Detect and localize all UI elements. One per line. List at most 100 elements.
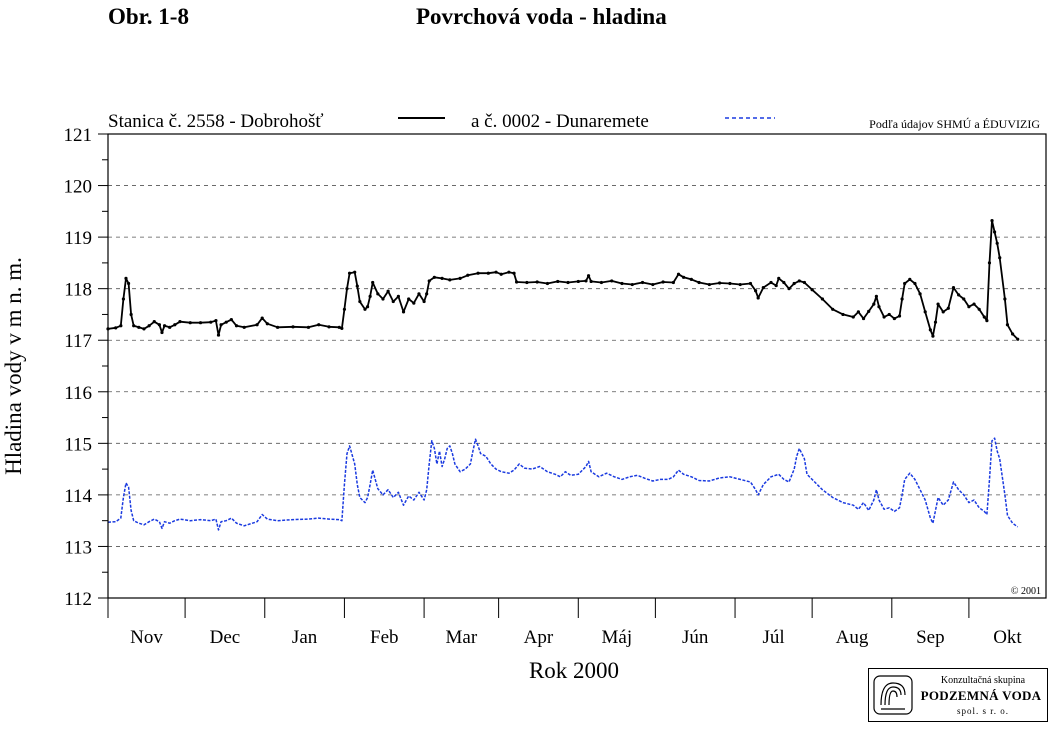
data-point-dobrohost — [386, 289, 390, 293]
data-point-dobrohost — [1010, 332, 1015, 336]
data-point-dobrohost — [381, 297, 385, 301]
data-point-dobrohost — [990, 219, 994, 223]
data-point-dobrohost — [918, 292, 922, 296]
y-tick-label: 120 — [64, 177, 93, 198]
data-point-dobrohost — [147, 324, 151, 328]
data-point-dobrohost — [995, 241, 999, 245]
data-point-dobrohost — [224, 320, 228, 324]
figure-label: Obr. 1-8 — [108, 4, 189, 29]
data-point-dobrohost — [630, 282, 634, 287]
data-point-dobrohost — [856, 310, 861, 314]
data-point-dobrohost — [820, 297, 825, 301]
data-point-dobrohost — [119, 324, 123, 328]
figure-title: Povrchová voda - hladina — [416, 4, 667, 29]
x-tick-label: Mar — [446, 627, 478, 648]
data-point-dobrohost — [422, 299, 426, 304]
data-point-dobrohost — [576, 279, 580, 284]
data-point-dobrohost — [908, 277, 912, 281]
data-point-dobrohost — [162, 324, 167, 328]
data-point-dobrohost — [756, 296, 760, 300]
data-point-dobrohost — [851, 315, 855, 319]
x-tick-label: Jan — [292, 627, 318, 648]
x-tick-label: Nov — [130, 627, 163, 648]
data-point-dobrohost — [589, 279, 593, 284]
data-point-dobrohost — [173, 323, 177, 327]
data-point-dobrohost — [903, 281, 907, 286]
data-point-dobrohost — [671, 280, 675, 285]
data-point-dobrohost — [1016, 337, 1020, 341]
data-point-dobrohost — [841, 312, 845, 317]
data-point-dobrohost — [124, 276, 128, 280]
data-point-dobrohost — [458, 276, 462, 280]
data-point-dobrohost — [913, 281, 917, 286]
data-point-dobrohost — [900, 297, 904, 301]
data-point-dobrohost — [363, 307, 367, 311]
x-tick-label: Aug — [836, 627, 869, 648]
data-point-dobrohost — [265, 322, 269, 326]
data-point-dobrohost — [121, 297, 126, 301]
data-point-dobrohost — [327, 325, 331, 329]
data-point-dobrohost — [1003, 297, 1007, 301]
data-point-dobrohost — [188, 321, 192, 325]
data-point-dobrohost — [892, 316, 896, 321]
y-axis-title: Hladina vody v m n. m. — [1, 257, 26, 475]
x-tick-label: Júl — [763, 627, 785, 648]
data-point-dobrohost — [255, 323, 259, 327]
data-point-dobrohost — [620, 281, 624, 286]
copyright-note: © 2001 — [1011, 586, 1041, 597]
legend-label-dunaremete: a č. 0002 - Dunaremete — [471, 111, 649, 132]
data-point-dobrohost — [861, 316, 866, 321]
data-point-dobrohost — [651, 282, 655, 287]
data-point-dobrohost — [962, 297, 966, 301]
data-point-dobrohost — [276, 325, 280, 329]
data-point-dobrohost — [802, 280, 807, 285]
data-point-dobrohost — [216, 333, 221, 337]
data-point-dobrohost — [748, 281, 753, 286]
data-point-dobrohost — [345, 287, 349, 291]
data-point-dobrohost — [787, 287, 791, 291]
data-point-dobrohost — [291, 325, 295, 329]
data-point-dobrohost — [440, 276, 444, 280]
data-point-dobrohost — [129, 312, 133, 317]
data-point-dobrohost — [738, 282, 742, 287]
data-point-dobrohost — [972, 302, 976, 306]
data-point-dobrohost — [242, 325, 246, 329]
data-point-dobrohost — [951, 286, 956, 290]
data-point-dobrohost — [689, 277, 693, 281]
data-point-dobrohost — [209, 320, 213, 324]
plot-frame — [107, 133, 1047, 599]
data-point-dobrohost — [797, 279, 801, 283]
data-point-dobrohost — [396, 294, 400, 298]
data-point-dobrohost — [137, 325, 141, 329]
x-tick-label: Máj — [602, 627, 633, 648]
data-point-dobrohost — [219, 323, 223, 327]
data-point-dobrohost — [661, 280, 665, 284]
data-point-dobrohost — [987, 261, 992, 265]
legend-label-dobrohost: Stanica č. 2558 - Dobrohošť — [108, 111, 324, 132]
data-point-dobrohost — [368, 294, 372, 298]
data-point-dobrohost — [923, 310, 927, 314]
data-point-dobrohost — [887, 312, 891, 317]
data-point-dobrohost — [412, 301, 416, 305]
series-line-dobrohost — [107, 219, 1019, 340]
data-point-dobrohost — [407, 297, 411, 301]
data-point-dobrohost — [365, 305, 370, 309]
data-point-dobrohost — [160, 330, 164, 335]
series-line-dunaremete — [107, 437, 1019, 531]
data-point-dobrohost — [512, 271, 516, 275]
data-point-dobrohost — [977, 307, 981, 311]
data-point-dobrohost — [391, 299, 395, 304]
data-point-dobrohost — [936, 302, 940, 306]
data-point-dobrohost — [586, 274, 591, 278]
y-tick-label: 116 — [64, 383, 92, 404]
data-point-dobrohost — [599, 280, 604, 285]
data-point-dobrohost — [897, 314, 902, 318]
data-point-dobrohost — [342, 307, 347, 311]
data-point-dobrohost — [993, 230, 997, 234]
company-logo: Konzultačná skupina PODZEMNÁ VODA spol. … — [868, 668, 1048, 722]
data-point-dobrohost — [882, 315, 886, 319]
data-point-dobrohost — [877, 305, 881, 309]
data-point-dobrohost — [114, 326, 118, 330]
data-point-dobrohost — [355, 284, 359, 288]
data-point-dobrohost — [761, 286, 765, 290]
